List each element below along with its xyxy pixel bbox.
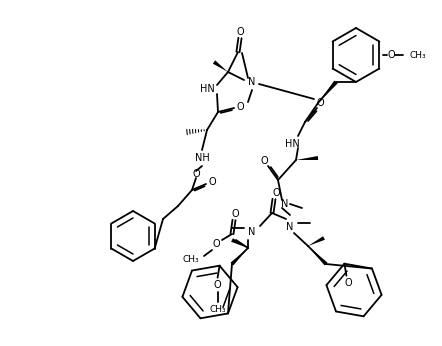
Text: O: O	[345, 278, 352, 288]
Text: O: O	[236, 27, 244, 37]
Text: O: O	[387, 50, 395, 60]
Text: O: O	[272, 188, 280, 198]
Text: N: N	[281, 199, 289, 209]
Text: NH: NH	[194, 153, 210, 163]
Polygon shape	[296, 156, 318, 160]
Text: O: O	[316, 98, 324, 108]
Text: N: N	[248, 77, 255, 87]
Polygon shape	[231, 248, 248, 265]
Text: O: O	[212, 239, 220, 249]
Polygon shape	[318, 81, 338, 103]
Text: O: O	[192, 169, 200, 179]
Text: O: O	[231, 209, 239, 219]
Text: O: O	[260, 156, 268, 166]
Polygon shape	[213, 60, 228, 72]
Text: N: N	[286, 222, 293, 232]
Text: N: N	[248, 227, 255, 237]
Text: HN: HN	[200, 84, 214, 94]
Text: HN: HN	[285, 139, 299, 149]
Text: CH₃: CH₃	[410, 51, 427, 60]
Text: O: O	[214, 280, 221, 290]
Text: CH₃: CH₃	[183, 255, 199, 264]
Text: O: O	[236, 102, 244, 112]
Polygon shape	[308, 236, 325, 246]
Polygon shape	[231, 238, 248, 248]
Text: CH₃: CH₃	[209, 305, 226, 314]
Polygon shape	[308, 246, 328, 265]
Text: O: O	[208, 177, 216, 187]
